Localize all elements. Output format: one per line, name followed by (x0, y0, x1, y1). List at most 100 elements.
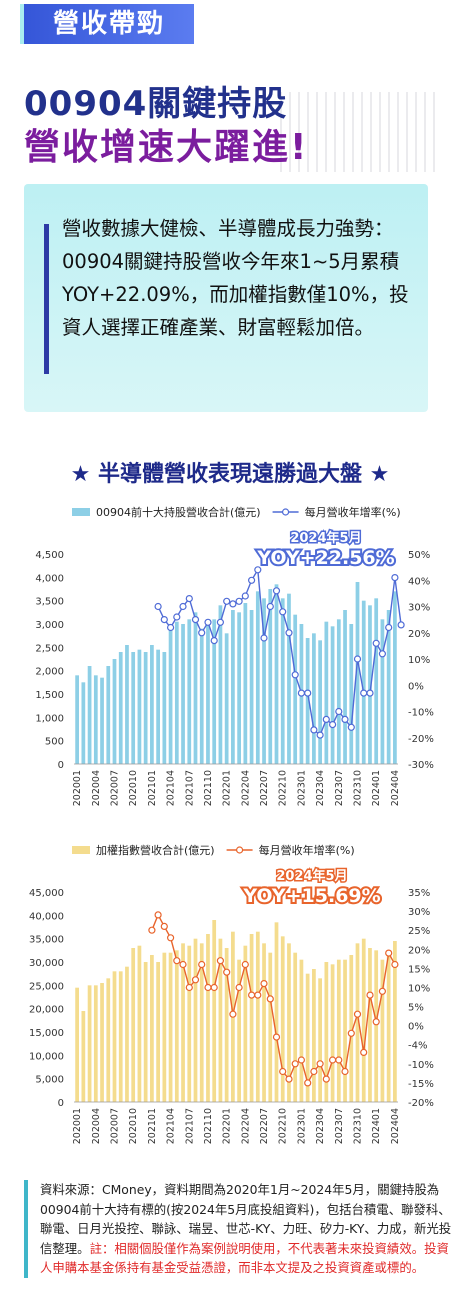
bar (268, 589, 273, 764)
bar (81, 682, 86, 764)
bar (243, 603, 248, 764)
yoy-point (223, 597, 231, 605)
bar (218, 605, 223, 764)
bar (137, 945, 142, 1102)
yoy-point (291, 671, 299, 679)
bar (174, 621, 179, 764)
bar (243, 945, 248, 1102)
yoy-point (185, 983, 193, 992)
bar (168, 628, 173, 764)
bar (150, 645, 154, 764)
callout-value: YOY+22.56% (256, 547, 394, 569)
y-right-tick-label: 35% (408, 888, 430, 899)
bar (162, 652, 167, 764)
bar (181, 943, 185, 1102)
x-tick-label: 202310 (353, 1108, 364, 1144)
yoy-point (191, 976, 200, 984)
bar (87, 666, 92, 764)
bar (224, 633, 229, 764)
yoy-point (310, 1067, 318, 1076)
y-left-tick-label: 40,000 (29, 911, 64, 922)
y-right-tick-label: 40% (408, 576, 430, 587)
yoy-point (204, 983, 212, 992)
callout-date: 2024年5月 (290, 530, 361, 546)
yoy-point (329, 1056, 337, 1064)
yoy-point (254, 991, 262, 999)
x-tick-label: 202207 (259, 770, 270, 806)
bar (343, 959, 347, 1102)
bar (274, 584, 279, 764)
legend-line-marker (281, 508, 290, 516)
x-tick-label: 202204 (240, 770, 251, 806)
yoy-point (372, 1018, 380, 1026)
yoy-point (154, 911, 162, 919)
y-left-tick-label: 30,000 (29, 958, 64, 969)
yoy-point (378, 650, 386, 658)
bar (150, 955, 154, 1102)
x-tick-label: 202007 (110, 1108, 121, 1144)
chart-taiex-revenue: 加權指數營收合計(億元) 每月營收年增率(%) 45,000 40,000 35,000… (29, 843, 434, 1144)
bar (106, 666, 111, 764)
bar (368, 948, 372, 1102)
bar (312, 633, 316, 764)
bar (199, 943, 204, 1102)
bar (361, 938, 366, 1102)
legend-line-label: 每月營收年增率(%) (259, 843, 355, 857)
y-right-tick-label: 15% (408, 964, 430, 975)
yoy-point (167, 623, 175, 632)
section-title: ★ 半導體營收表現遠勝過大盤 ★ (70, 462, 390, 487)
bar (336, 619, 341, 764)
yoy-point (353, 1010, 362, 1018)
bar (193, 612, 198, 764)
bar (349, 624, 354, 764)
y-left-tick-label: 4,000 (35, 573, 64, 584)
bar (75, 675, 79, 764)
yoy-point (372, 639, 380, 647)
yoy-point (160, 615, 168, 624)
bar (255, 931, 260, 1102)
yoy-point (347, 723, 355, 731)
yoy-line (151, 913, 396, 1085)
bar (212, 920, 217, 1102)
bar (380, 619, 385, 764)
yoy-point (385, 623, 393, 632)
bar (206, 934, 210, 1102)
y-right-tick-label: 10% (408, 655, 430, 666)
x-tick-label: 202101 (147, 770, 158, 806)
x-tick-label: 202301 (296, 1108, 307, 1144)
x-tick-label: 202204 (240, 1108, 251, 1144)
bar (93, 985, 98, 1102)
x-tick-label: 202001 (72, 770, 83, 806)
yoy-point (241, 592, 249, 600)
yoy-line (157, 567, 402, 737)
x-tick-label: 202304 (315, 770, 326, 806)
y-left-tick-label: 1,500 (35, 690, 64, 701)
bar (287, 593, 291, 764)
y-right-tick-label: -20% (408, 734, 434, 745)
y-left-tick-label: 1,000 (35, 713, 64, 724)
headline-line1: 00904關鍵持股 (24, 84, 288, 124)
yoy-point (235, 983, 243, 992)
bar (193, 938, 198, 1102)
y-right-tick-label: 10% (408, 983, 430, 994)
x-tick-label: 202310 (353, 770, 364, 806)
bar (280, 598, 285, 764)
y-right-tick-label: 30% (408, 603, 430, 614)
yoy-point (322, 715, 330, 723)
y-left-tick-label: 0 (58, 1098, 64, 1109)
yoy-point (316, 1060, 324, 1068)
bar (355, 582, 360, 764)
yoy-point (360, 689, 368, 697)
bar (305, 638, 310, 764)
y-right-tick-label: 0% (408, 1022, 424, 1033)
x-tick-label: 202107 (184, 1108, 195, 1144)
x-tick-label: 202404 (390, 1108, 401, 1144)
bar (106, 978, 111, 1102)
yoy-point (173, 613, 181, 621)
yoy-point (235, 597, 243, 605)
bar (156, 962, 160, 1102)
bar (324, 621, 329, 764)
x-tick-label: 202401 (371, 1108, 382, 1144)
yoy-point (173, 957, 181, 965)
headline-line2: 營收增速大躍進! (24, 127, 309, 168)
